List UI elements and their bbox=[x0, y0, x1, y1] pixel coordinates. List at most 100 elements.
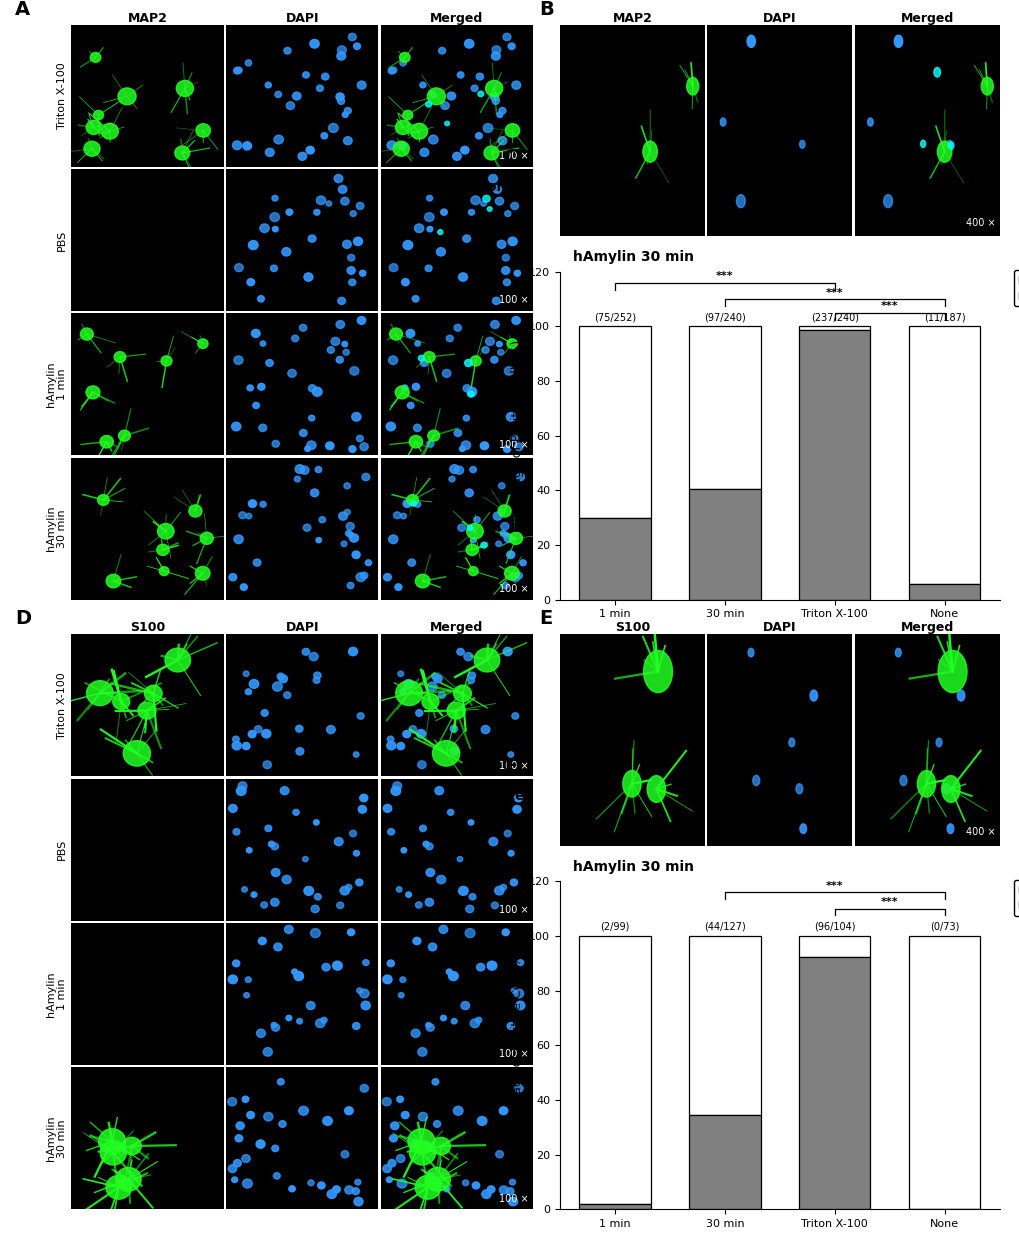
Circle shape bbox=[300, 429, 307, 437]
Circle shape bbox=[296, 726, 303, 732]
Circle shape bbox=[249, 500, 256, 507]
Title: DAPI: DAPI bbox=[762, 621, 796, 634]
Circle shape bbox=[265, 826, 271, 832]
Circle shape bbox=[303, 856, 308, 861]
Text: ***: *** bbox=[880, 897, 898, 907]
Circle shape bbox=[346, 267, 355, 274]
Circle shape bbox=[461, 1002, 469, 1009]
Circle shape bbox=[327, 1190, 336, 1198]
Circle shape bbox=[258, 938, 266, 944]
Circle shape bbox=[937, 650, 966, 692]
Circle shape bbox=[475, 1017, 481, 1023]
Circle shape bbox=[228, 1165, 236, 1172]
Circle shape bbox=[298, 152, 307, 160]
Circle shape bbox=[464, 653, 472, 660]
Circle shape bbox=[480, 542, 487, 548]
Circle shape bbox=[346, 582, 354, 589]
Circle shape bbox=[309, 653, 318, 660]
Circle shape bbox=[895, 648, 901, 656]
Circle shape bbox=[275, 91, 281, 97]
Circle shape bbox=[232, 742, 240, 750]
Circle shape bbox=[498, 107, 505, 114]
Circle shape bbox=[243, 743, 250, 750]
Title: Merged: Merged bbox=[430, 621, 483, 634]
Circle shape bbox=[468, 677, 474, 684]
Circle shape bbox=[506, 1023, 514, 1029]
Circle shape bbox=[515, 1085, 523, 1092]
Circle shape bbox=[396, 1155, 405, 1162]
Circle shape bbox=[493, 512, 501, 521]
Circle shape bbox=[484, 146, 498, 160]
Circle shape bbox=[303, 72, 309, 78]
Circle shape bbox=[322, 1117, 332, 1125]
Circle shape bbox=[387, 1160, 395, 1167]
Text: 400 ×: 400 × bbox=[965, 827, 995, 838]
Circle shape bbox=[485, 80, 502, 96]
Circle shape bbox=[415, 341, 420, 347]
Circle shape bbox=[344, 1186, 354, 1195]
Circle shape bbox=[314, 893, 321, 900]
Circle shape bbox=[399, 689, 406, 695]
Legend: Negative Cells, Positive Cells: Negative Cells, Positive Cells bbox=[1013, 270, 1019, 306]
Circle shape bbox=[161, 355, 172, 366]
Circle shape bbox=[285, 1016, 291, 1021]
Text: (11/187): (11/187) bbox=[923, 312, 965, 322]
Circle shape bbox=[257, 1029, 265, 1038]
Circle shape bbox=[623, 770, 640, 797]
Circle shape bbox=[511, 436, 518, 442]
Circle shape bbox=[243, 671, 249, 676]
Circle shape bbox=[274, 136, 283, 144]
Circle shape bbox=[262, 729, 271, 738]
Circle shape bbox=[387, 828, 394, 835]
Circle shape bbox=[481, 347, 488, 353]
Circle shape bbox=[271, 1145, 278, 1151]
Circle shape bbox=[247, 848, 252, 853]
Circle shape bbox=[263, 1048, 272, 1056]
Circle shape bbox=[500, 522, 508, 531]
Circle shape bbox=[363, 960, 369, 965]
Circle shape bbox=[233, 68, 240, 74]
Circle shape bbox=[450, 748, 458, 755]
Title: DAPI: DAPI bbox=[285, 11, 319, 25]
Circle shape bbox=[399, 60, 406, 65]
Circle shape bbox=[114, 352, 125, 363]
Circle shape bbox=[245, 60, 252, 65]
Title: DAPI: DAPI bbox=[762, 11, 796, 25]
Circle shape bbox=[307, 441, 316, 449]
Circle shape bbox=[426, 1024, 434, 1032]
Circle shape bbox=[438, 47, 445, 54]
Circle shape bbox=[516, 474, 524, 481]
Circle shape bbox=[396, 743, 405, 750]
Circle shape bbox=[948, 142, 953, 149]
Circle shape bbox=[300, 466, 309, 474]
Circle shape bbox=[477, 1117, 486, 1125]
Circle shape bbox=[397, 142, 406, 149]
Circle shape bbox=[448, 476, 454, 482]
Circle shape bbox=[501, 929, 508, 935]
Circle shape bbox=[510, 879, 517, 886]
Circle shape bbox=[273, 943, 282, 951]
Circle shape bbox=[232, 960, 239, 966]
Bar bbox=[689, 937, 760, 1114]
Circle shape bbox=[415, 1175, 440, 1199]
Circle shape bbox=[315, 466, 321, 473]
Circle shape bbox=[261, 902, 267, 908]
Circle shape bbox=[352, 412, 361, 421]
Circle shape bbox=[511, 988, 517, 993]
Circle shape bbox=[383, 574, 391, 581]
Circle shape bbox=[935, 738, 942, 747]
Circle shape bbox=[464, 359, 472, 366]
Text: 100 ×: 100 × bbox=[498, 1049, 528, 1059]
Text: Astrocyte: Astrocyte bbox=[449, 790, 525, 803]
Circle shape bbox=[261, 710, 268, 716]
Circle shape bbox=[438, 692, 445, 698]
Circle shape bbox=[242, 887, 248, 892]
Bar bbox=[689, 327, 760, 489]
Circle shape bbox=[501, 254, 508, 262]
Circle shape bbox=[424, 212, 434, 222]
Circle shape bbox=[340, 1150, 348, 1157]
Circle shape bbox=[475, 133, 482, 139]
Circle shape bbox=[84, 141, 100, 157]
Circle shape bbox=[507, 850, 514, 856]
Circle shape bbox=[297, 1018, 303, 1024]
